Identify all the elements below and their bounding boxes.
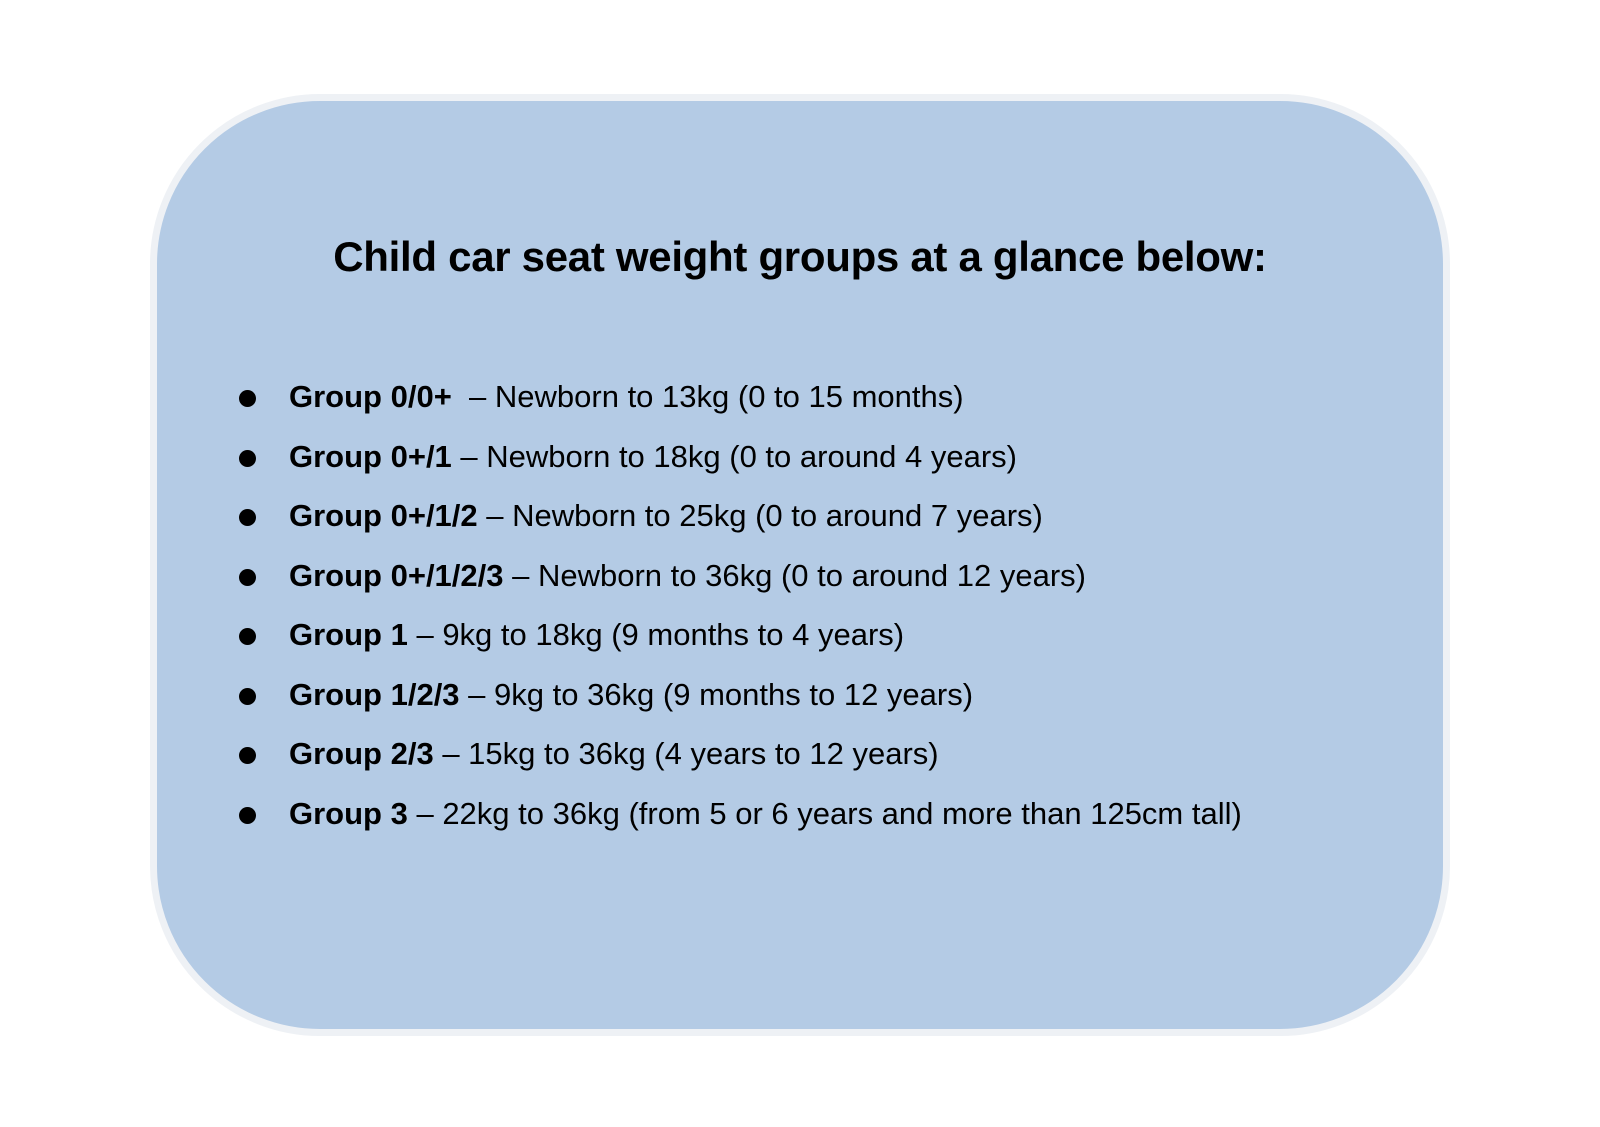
- group-label: Group 2/3: [289, 736, 434, 771]
- separator: –: [407, 795, 443, 831]
- list-item: Group 2/3 – 15kg to 36kg (4 years to 12 …: [239, 734, 1242, 794]
- list-item: Group 0+/1 – Newborn to 18kg (0 to aroun…: [239, 437, 1242, 497]
- group-description: Newborn to 25kg (0 to around 7 years): [512, 498, 1043, 533]
- group-label: Group 1: [289, 617, 408, 652]
- group-description: 15kg to 36kg (4 years to 12 years): [468, 736, 939, 771]
- group-label: Group 0+/1/2/3: [289, 557, 504, 593]
- separator: –: [503, 557, 538, 593]
- card-title: Child car seat weight groups at a glance…: [333, 233, 1267, 280]
- separator: –: [477, 498, 513, 533]
- bullet-icon: [239, 568, 256, 586]
- bullet-icon: [239, 449, 256, 467]
- list-item: Group 0+/1/2/3 – Newborn to 36kg (0 to a…: [239, 556, 1242, 616]
- group-description: Newborn to 13kg (0 to 15 months): [494, 379, 964, 414]
- group-description: 22kg to 36kg (from 5 or 6 years and more…: [442, 795, 1242, 831]
- group-label: Group 0+/1: [289, 438, 452, 474]
- bullet-icon: [239, 390, 256, 407]
- list-item: Group 0+/1/2 – Newborn to 25kg (0 to aro…: [239, 496, 1242, 556]
- list-item: Group 3 – 22kg to 36kg (from 5 or 6 year…: [239, 794, 1242, 854]
- weight-group-list: Group 0/0+ – Newborn to 13kg (0 to 15 mo…: [239, 377, 1242, 853]
- group-description: Newborn to 18kg (0 to around 4 years): [486, 438, 1018, 474]
- separator: –: [451, 438, 487, 474]
- group-description: 9kg to 18kg (9 months to 4 years): [442, 617, 905, 652]
- bullet-icon: [239, 806, 256, 824]
- bullet-icon: [239, 747, 256, 764]
- separator: –: [459, 676, 495, 712]
- group-label: Group 0+/1/2: [289, 498, 478, 533]
- list-item: Group 1/2/3 – 9kg to 36kg (9 months to 1…: [239, 675, 1242, 735]
- separator: –: [451, 379, 495, 414]
- list-item: Group 0/0+ – Newborn to 13kg (0 to 15 mo…: [239, 377, 1242, 437]
- group-label: Group 3: [289, 795, 408, 831]
- group-description: Newborn to 36kg (0 to around 12 years): [537, 557, 1086, 593]
- group-label: Group 1/2/3: [289, 676, 460, 712]
- info-card: Child car seat weight groups at a glance…: [150, 94, 1450, 1036]
- separator: –: [433, 736, 469, 771]
- bullet-icon: [239, 509, 256, 526]
- list-item: Group 1 – 9kg to 18kg (9 months to 4 yea…: [239, 615, 1242, 675]
- bullet-icon: [239, 687, 256, 705]
- separator: –: [407, 617, 443, 652]
- group-description: 9kg to 36kg (9 months to 12 years): [494, 676, 974, 712]
- group-label: Group 0/0+: [289, 379, 452, 414]
- bullet-icon: [239, 628, 256, 645]
